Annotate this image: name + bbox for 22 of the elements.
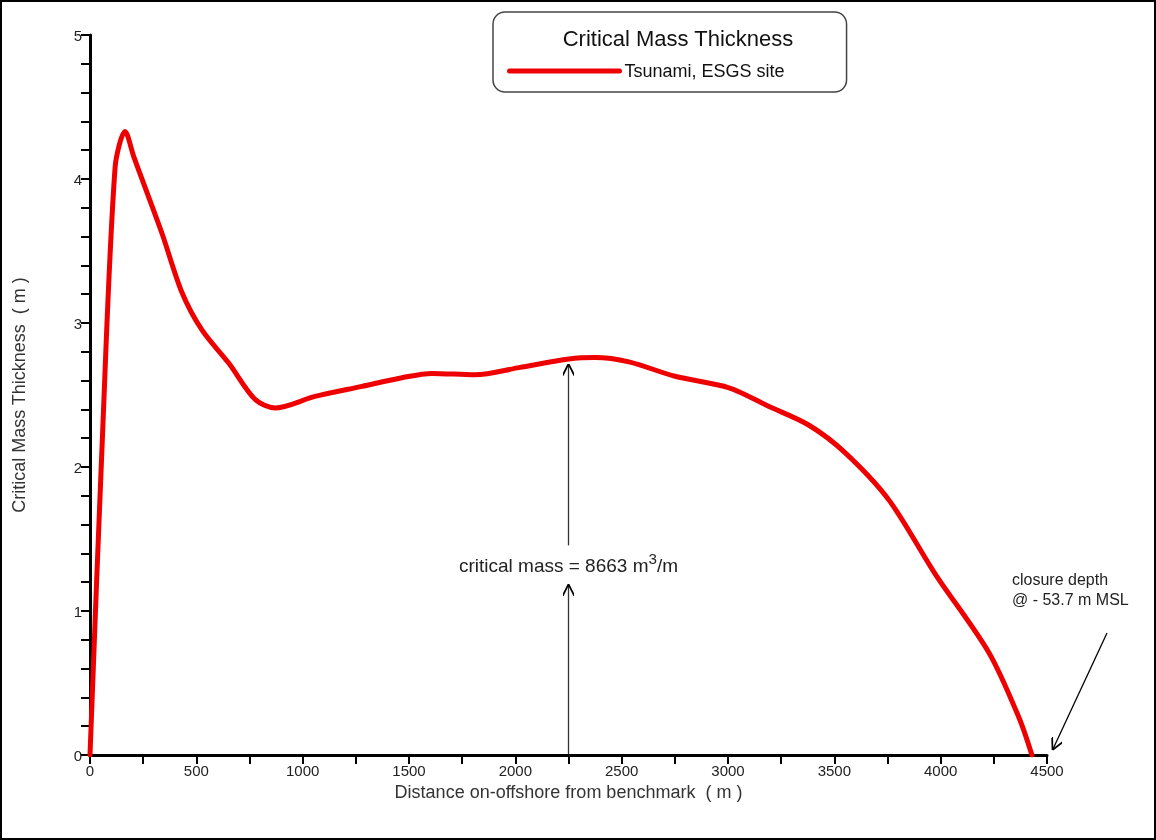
x-tick-label: 4000 (923, 762, 958, 779)
y-tick-label: 4 (73, 170, 82, 188)
y-tick-label: 3 (73, 314, 82, 332)
x-tick-label: 1500 (392, 762, 426, 779)
x-tick-label: 2500 (604, 762, 639, 779)
x-tick-label: 3500 (817, 762, 852, 779)
x-tick-label: 1000 (285, 762, 320, 779)
y-tick-label: 0 (73, 746, 82, 764)
y-axis-title: Critical Mass Thickness ( m ) (9, 277, 29, 513)
annotation: critical mass = 8663 m$^{3}$/m (458, 549, 679, 577)
x-tick-label: 0 (85, 762, 95, 779)
x-axis-title: Distance on-offshore from benchmark ( m ) (394, 782, 743, 802)
x-tick-label: 2000 (498, 762, 533, 779)
y-tick-label: 5 (73, 26, 82, 44)
legend-title: Critical Mass Thickness (562, 25, 794, 51)
text: Tsunami, ESGS site (624, 61, 785, 81)
y-tick-label: 1 (73, 602, 82, 620)
x-tick-label: 3000 (711, 762, 745, 779)
x-tick-label: 4500 (1030, 762, 1064, 779)
y-tick-label: 2 (73, 458, 82, 476)
annotation: closure depth @ - 53.7 m MSL (1012, 571, 1129, 608)
x-tick-label: 500 (183, 762, 209, 779)
